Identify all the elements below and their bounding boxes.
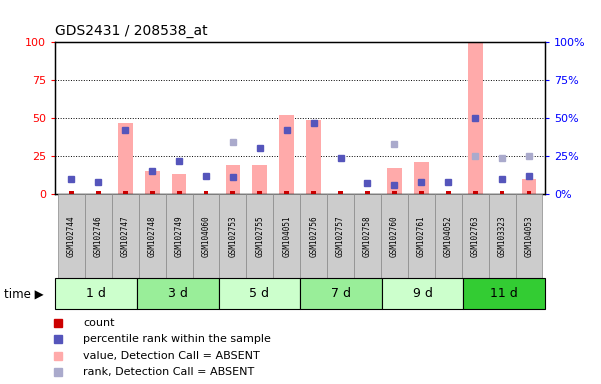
Bar xyxy=(435,194,462,278)
Bar xyxy=(392,191,397,194)
Bar xyxy=(338,191,343,194)
Text: GSM102748: GSM102748 xyxy=(148,215,157,257)
Bar xyxy=(473,191,478,194)
Text: time ▶: time ▶ xyxy=(4,287,44,300)
Bar xyxy=(408,194,435,278)
Text: GSM102757: GSM102757 xyxy=(336,215,345,257)
Bar xyxy=(468,42,483,194)
Bar xyxy=(387,168,402,194)
Text: rank, Detection Call = ABSENT: rank, Detection Call = ABSENT xyxy=(84,367,255,377)
Bar xyxy=(85,194,112,278)
Bar xyxy=(231,191,236,194)
Bar xyxy=(204,191,209,194)
Text: 11 d: 11 d xyxy=(490,287,518,300)
Bar xyxy=(139,194,166,278)
Bar xyxy=(172,174,186,194)
Text: GSM102763: GSM102763 xyxy=(471,215,480,257)
Bar xyxy=(300,278,382,309)
Text: GSM104060: GSM104060 xyxy=(201,215,210,257)
Bar xyxy=(219,278,300,309)
Text: GSM103323: GSM103323 xyxy=(498,215,507,257)
Text: GSM102749: GSM102749 xyxy=(175,215,183,257)
Bar xyxy=(257,191,262,194)
Text: GSM102760: GSM102760 xyxy=(390,215,399,257)
Text: GSM102755: GSM102755 xyxy=(255,215,264,257)
Bar xyxy=(489,194,516,278)
Bar xyxy=(382,278,463,309)
Bar xyxy=(279,115,294,194)
Bar xyxy=(118,122,133,194)
Bar xyxy=(300,194,327,278)
Bar xyxy=(414,162,429,194)
Bar xyxy=(137,278,219,309)
Text: GSM102746: GSM102746 xyxy=(94,215,103,257)
Bar xyxy=(381,194,408,278)
Text: 1 d: 1 d xyxy=(86,287,106,300)
Bar xyxy=(327,194,354,278)
Text: GSM102761: GSM102761 xyxy=(417,215,426,257)
Text: GSM104051: GSM104051 xyxy=(282,215,291,257)
Bar xyxy=(446,191,451,194)
Bar xyxy=(499,191,504,194)
Text: GSM104053: GSM104053 xyxy=(525,215,534,257)
Bar xyxy=(463,278,545,309)
Text: GSM102758: GSM102758 xyxy=(363,215,372,257)
Bar xyxy=(150,191,154,194)
Bar xyxy=(526,191,531,194)
Text: 7 d: 7 d xyxy=(331,287,351,300)
Bar xyxy=(177,191,182,194)
Text: GSM102756: GSM102756 xyxy=(309,215,318,257)
Bar xyxy=(516,194,543,278)
Bar xyxy=(58,194,85,278)
Text: 5 d: 5 d xyxy=(249,287,269,300)
Text: GSM102753: GSM102753 xyxy=(228,215,237,257)
Bar xyxy=(354,194,381,278)
Bar xyxy=(273,194,300,278)
Bar xyxy=(246,194,273,278)
Bar xyxy=(252,165,267,194)
Text: percentile rank within the sample: percentile rank within the sample xyxy=(84,334,271,344)
Bar xyxy=(225,165,240,194)
Text: count: count xyxy=(84,318,115,328)
Bar xyxy=(462,194,489,278)
Text: 9 d: 9 d xyxy=(413,287,433,300)
Bar xyxy=(219,194,246,278)
Bar xyxy=(311,191,316,194)
Text: GSM102744: GSM102744 xyxy=(67,215,76,257)
Text: GDS2431 / 208538_at: GDS2431 / 208538_at xyxy=(55,24,208,38)
Bar xyxy=(69,191,74,194)
Bar xyxy=(166,194,192,278)
Bar xyxy=(365,191,370,194)
Bar xyxy=(96,191,101,194)
Bar xyxy=(123,191,127,194)
Bar xyxy=(307,119,321,194)
Bar xyxy=(112,194,139,278)
Bar xyxy=(192,194,219,278)
Text: value, Detection Call = ABSENT: value, Detection Call = ABSENT xyxy=(84,351,260,361)
Bar xyxy=(522,179,536,194)
Text: GSM102747: GSM102747 xyxy=(121,215,130,257)
Bar xyxy=(145,171,160,194)
Text: GSM104052: GSM104052 xyxy=(444,215,453,257)
Bar xyxy=(284,191,289,194)
Bar xyxy=(55,278,137,309)
Bar xyxy=(419,191,424,194)
Text: 3 d: 3 d xyxy=(168,287,188,300)
